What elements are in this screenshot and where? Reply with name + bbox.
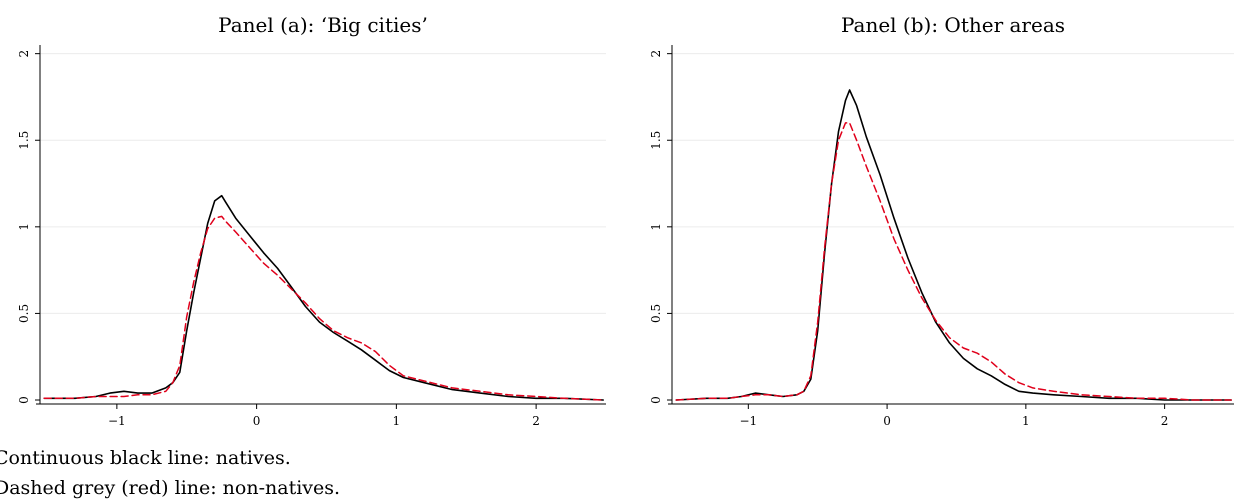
panel-b-y-tick-label-2: 1 [649, 223, 663, 231]
panel-b-y-tick-label-0: 0 [649, 396, 663, 404]
panel-b-non-natives-line [675, 122, 1232, 401]
panel-a-title: Panel (a): ‘Big cities’ [218, 13, 428, 37]
panel-a-x-tick-label-1: 0 [253, 414, 261, 428]
legend-note-natives: Continuous black line: natives. [0, 447, 291, 469]
panel-a-x-tick-label-3: 2 [532, 414, 540, 428]
panel-b-y-tick-label-1: 0.5 [649, 304, 663, 323]
panel-b-title: Panel (b): Other areas [841, 13, 1065, 37]
panel-a-y-tick-label-4: 2 [17, 50, 31, 58]
legend-note-non-natives: Dashed grey (red) line: non-natives. [0, 477, 341, 499]
panel-b-natives-line [675, 89, 1232, 401]
panel-b-x-tick-label-2: 1 [1022, 414, 1030, 428]
panel-a-x-tick-label-2: 1 [393, 414, 401, 428]
panel-a-x-tick-label-0: −1 [108, 414, 126, 428]
panel-b-x-tick-label-3: 2 [1161, 414, 1169, 428]
panel-b-x-tick-label-1: 0 [883, 414, 891, 428]
panel-a-non-natives-line [43, 215, 604, 401]
panel-a-y-tick-label-2: 1 [17, 223, 31, 231]
panel-b-y-tick-label-4: 2 [649, 50, 663, 58]
panel-b-x-tick-label-0: −1 [739, 414, 757, 428]
panel-a-y-tick-label-1: 0.5 [17, 304, 31, 323]
panel-b-y-tick-label-3: 1.5 [649, 131, 663, 150]
panel-a-natives-line [43, 194, 605, 401]
panel-a-y-tick-label-0: 0 [17, 396, 31, 404]
panel-a-y-tick-label-3: 1.5 [17, 131, 31, 150]
